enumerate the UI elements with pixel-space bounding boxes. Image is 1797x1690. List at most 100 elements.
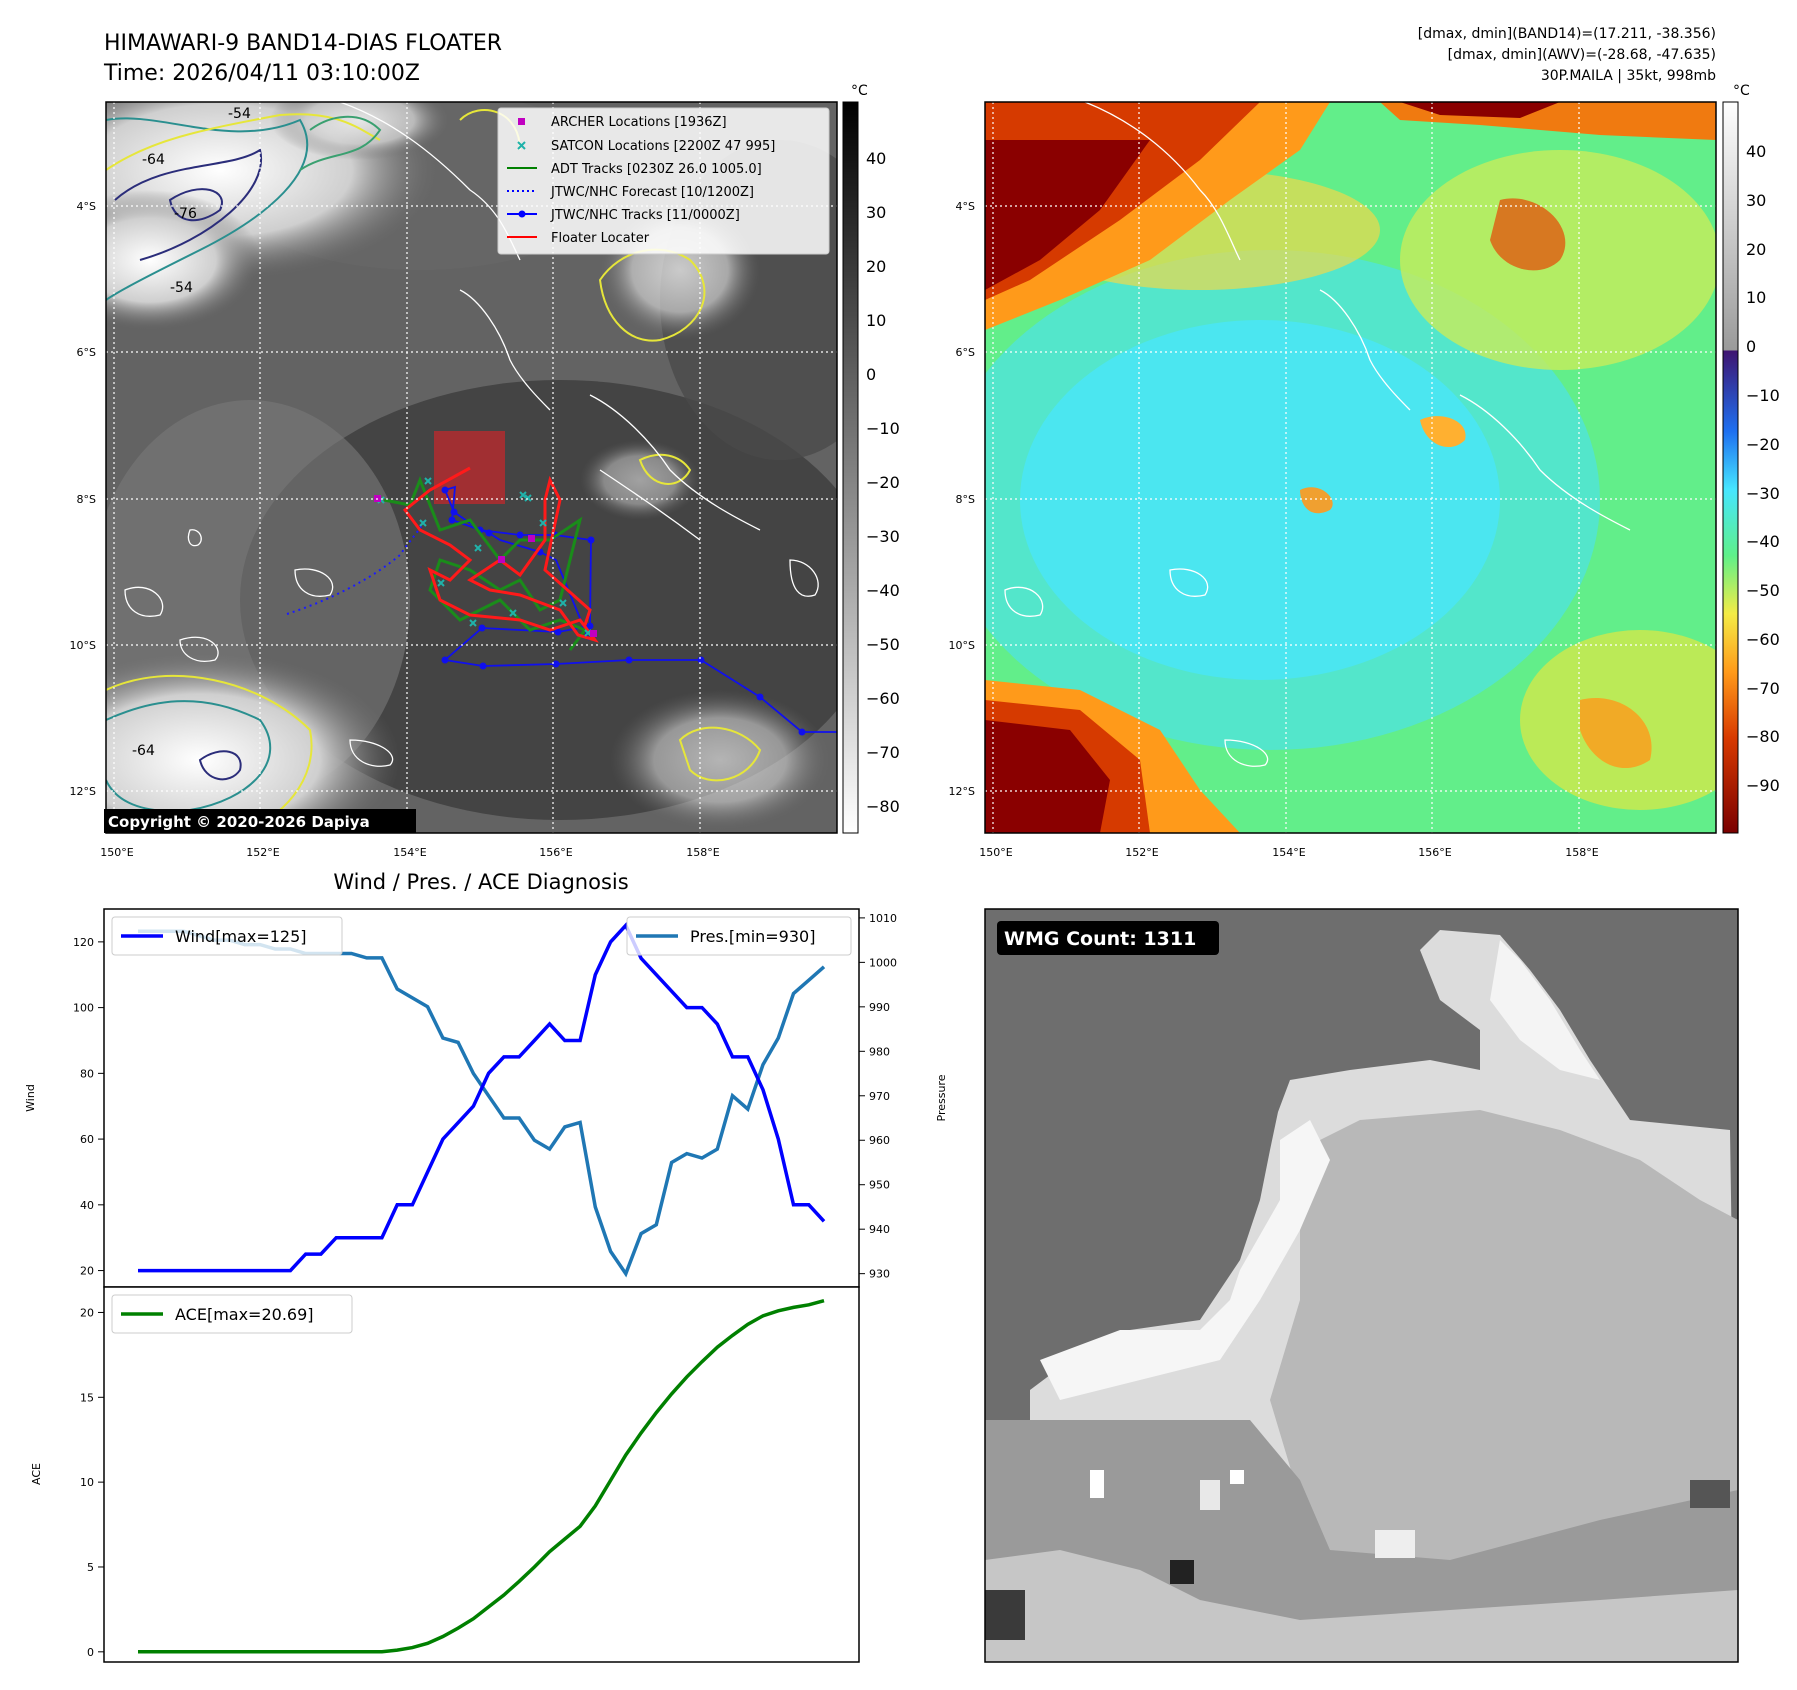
legend-forecast: JTWC/NHC Forecast [10/1200Z]	[550, 185, 754, 200]
colorbar-tick: −10	[866, 419, 900, 438]
ace-chart: 0 5 10 15 20 ACE ACE[max=20.69]	[30, 1286, 860, 1663]
lat-label: 4°S	[956, 200, 975, 213]
colorbar-tick: 10	[866, 311, 886, 330]
copyright-badge	[104, 809, 416, 833]
lon-label: 154°E	[393, 846, 426, 859]
pressure-axis-label: Pressure	[935, 1074, 948, 1121]
axis-tick-label: 15	[80, 1391, 94, 1404]
awv-colorbar: °C 40 30 20 10 0 −10 −20 −30 −40 −50 −60…	[1722, 83, 1780, 834]
archer-marker-icon	[518, 118, 525, 125]
wind-legend-label: Wind[max=125]	[175, 927, 307, 946]
ace-axis-label: ACE	[30, 1463, 43, 1485]
lon-label: 158°E	[686, 846, 719, 859]
axis-tick-label: 990	[869, 1001, 890, 1014]
wmg-panel: WMG Count: 1311	[984, 908, 1739, 1663]
axis-tick-label: 120	[73, 936, 94, 949]
colorbar-tick: −70	[1746, 679, 1780, 698]
map-legend: ARCHER Locations [1936Z] SATCON Location…	[497, 107, 830, 255]
lat-label: 8°S	[77, 493, 96, 506]
axis-tick-label: 0	[87, 1646, 94, 1659]
awv-range: [dmax, dmin](AWV)=(-28.68, -47.635)	[1448, 47, 1716, 63]
lat-label: 6°S	[956, 346, 975, 359]
legend-archer: ARCHER Locations [1936Z]	[551, 115, 727, 130]
legend-satcon: SATCON Locations [2200Z 47 995]	[551, 139, 775, 154]
lat-label: 8°S	[956, 493, 975, 506]
pressure-legend-label: Pres.[min=930]	[690, 927, 815, 946]
diagnosis-title: Wind / Pres. / ACE Diagnosis	[333, 870, 628, 894]
axis-tick-label: 100	[73, 1002, 94, 1015]
colorbar-tick: −80	[1746, 727, 1780, 746]
axis-tick-label: 10	[80, 1476, 94, 1489]
lat-label: 12°S	[70, 785, 96, 798]
figure-title: HIMAWARI-9 BAND14-DIAS FLOATER	[104, 31, 502, 56]
colorbar-tick: −50	[1746, 581, 1780, 600]
ace-legend-label: ACE[max=20.69]	[175, 1305, 314, 1324]
colorbar-tick: −60	[866, 689, 900, 708]
lon-label: 156°E	[1418, 846, 1451, 859]
colorbar-tick: −70	[866, 743, 900, 762]
lon-label: 150°E	[979, 846, 1012, 859]
colorbar-tick: 20	[1746, 240, 1766, 259]
axis-tick-label: 1010	[869, 912, 897, 925]
colorbar-tick: −10	[1746, 386, 1780, 405]
colorbar-tick: 0	[1746, 337, 1756, 356]
colorbar-tick: 10	[1746, 288, 1766, 307]
axis-tick-label: 60	[80, 1133, 94, 1146]
colorbar-tick: −20	[866, 473, 900, 492]
axis-tick-label: 20	[80, 1306, 94, 1319]
axis-tick-label: 40	[80, 1199, 94, 1212]
axis-tick-label: 960	[869, 1134, 890, 1147]
lat-label: 6°S	[77, 346, 96, 359]
legend-adt: ADT Tracks [0230Z 26.0 1005.0]	[551, 162, 762, 177]
lat-label: 12°S	[949, 785, 975, 798]
lat-label: 10°S	[949, 639, 975, 652]
band14-range: [dmax, dmin](BAND14)=(17.211, -38.356)	[1418, 26, 1716, 42]
colorbar-tick: −30	[1746, 484, 1780, 503]
wmg-count: WMG Count: 1311	[1004, 928, 1196, 950]
colorbar-tick: 40	[866, 149, 886, 168]
colorbar-tick: 30	[866, 203, 886, 222]
colorbar-tick: 20	[866, 257, 886, 276]
lon-label: 154°E	[1272, 846, 1305, 859]
contour-label: -64	[142, 152, 165, 168]
contour-label: -54	[170, 280, 193, 296]
colorbar-tick: 0	[866, 365, 876, 384]
contour-label: -76	[174, 206, 197, 222]
ace-legend: ACE[max=20.69]	[111, 1294, 353, 1334]
colorbar-unit: °C	[1733, 83, 1750, 99]
axis-tick-label: 940	[869, 1223, 890, 1236]
colorbar-tick: 40	[1746, 142, 1766, 161]
lon-label: 152°E	[246, 846, 279, 859]
colorbar-tick: −30	[866, 527, 900, 546]
awv-map-panel: 4°S 6°S 8°S 10°S 12°S 150°E 152°E 154°E …	[949, 101, 1717, 859]
lon-label: 158°E	[1565, 846, 1598, 859]
lat-label: 10°S	[70, 639, 96, 652]
ace-series-line	[138, 1299, 825, 1654]
colorbar-tick: −40	[866, 581, 900, 600]
colorbar-tick: −60	[1746, 630, 1780, 649]
axis-tick-label: 5	[87, 1561, 94, 1574]
legend-track: JTWC/NHC Tracks [11/0000Z]	[550, 208, 740, 223]
ir-map-panel: -54 -64 -76 -54 -64 ARCHER Locations [19…	[70, 101, 838, 859]
axis-tick-label: 20	[80, 1265, 94, 1278]
storm-info: 30P.MAILA | 35kt, 998mb	[1541, 68, 1716, 84]
contour-label: -54	[228, 106, 251, 122]
axis-tick-label: 80	[80, 1067, 94, 1080]
satcon-marker-icon	[517, 141, 526, 150]
axis-tick-label: 930	[869, 1268, 890, 1281]
lon-label: 156°E	[539, 846, 572, 859]
legend-floater: Floater Locater	[551, 231, 650, 246]
axis-tick-label: 980	[869, 1045, 890, 1058]
copyright-text: Copyright © 2020-2026 Dapiya	[108, 813, 370, 831]
axis-tick-label: 970	[869, 1090, 890, 1103]
colorbar-tick: −40	[1746, 532, 1780, 551]
lon-label: 152°E	[1125, 846, 1158, 859]
colorbar-tick: −50	[866, 635, 900, 654]
axis-tick-label: 950	[869, 1179, 890, 1192]
colorbar-tick: −80	[866, 797, 900, 816]
colorbar-tick: −90	[1746, 776, 1780, 795]
wind-axis-label: Wind	[24, 1084, 37, 1112]
axis-tick-label: 1000	[869, 956, 897, 969]
pressure-legend: Pres.[min=930]	[626, 916, 852, 956]
colorbar-tick: −20	[1746, 435, 1780, 454]
